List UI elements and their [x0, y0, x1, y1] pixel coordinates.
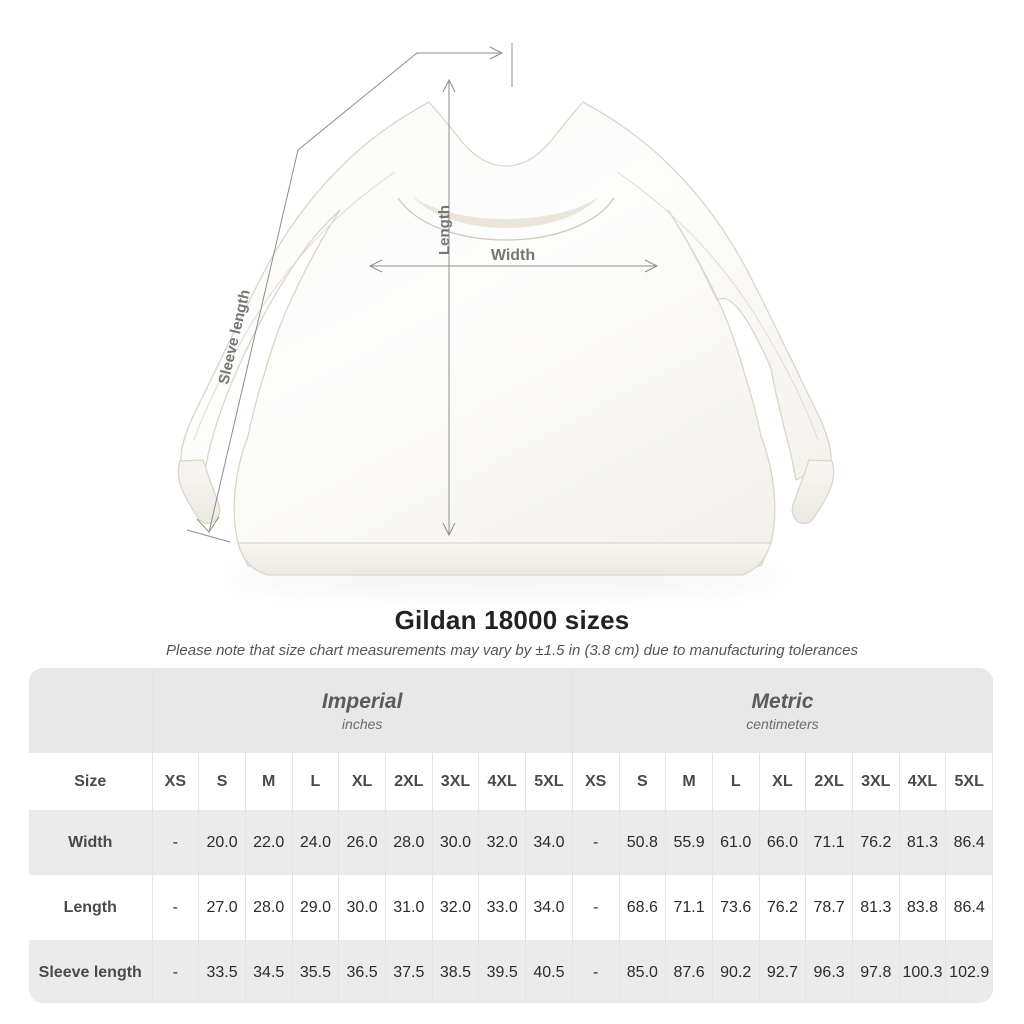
svg-text:Length: Length [436, 205, 453, 255]
svg-text:Width: Width [491, 247, 535, 264]
